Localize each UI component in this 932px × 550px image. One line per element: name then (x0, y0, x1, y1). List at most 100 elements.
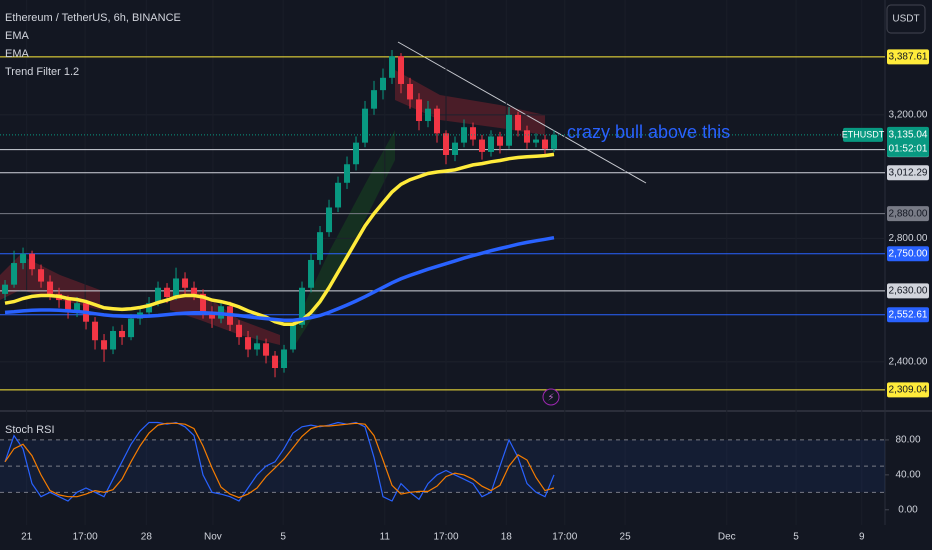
candle-body (416, 99, 423, 122)
candle-body (128, 318, 135, 338)
event-icon-glyph: ⚡ (547, 393, 554, 404)
candle-body (425, 108, 432, 122)
candle-body (74, 303, 81, 313)
y-tick-label: 0.00 (898, 504, 918, 515)
level-tag (887, 382, 929, 398)
candle-body (65, 300, 72, 313)
candle-body (308, 259, 315, 288)
level-tag (887, 165, 929, 181)
y-tick-label: 2,400.00 (889, 356, 928, 367)
candle-body (110, 330, 117, 350)
symbol-label: ETHUSDT (842, 129, 885, 139)
level-tag (887, 206, 929, 222)
candle-body (290, 324, 297, 350)
candle-body (407, 83, 414, 100)
candle-body (398, 56, 405, 84)
candle-body (254, 343, 261, 350)
legend-indicator: Trend Filter 1.2 (5, 66, 79, 78)
candle-body (29, 253, 36, 270)
y-tick-label: 3,200.00 (889, 109, 928, 120)
candle-body (146, 303, 153, 313)
candle-body (479, 139, 486, 152)
candle-body (551, 134, 558, 149)
legend-ema: EMA (5, 48, 30, 60)
candle-body (434, 108, 441, 134)
candle-body (380, 77, 387, 91)
candle-body (119, 330, 126, 338)
candle-body (344, 164, 351, 183)
candle-body (452, 142, 459, 155)
rsi-title: Stoch RSI (5, 424, 55, 436)
level-label: 2,750.00 (889, 248, 928, 259)
trend-line (397, 41, 647, 184)
event-icon[interactable] (542, 388, 560, 406)
level-tag (887, 283, 929, 299)
x-tick-label: 5 (793, 532, 799, 543)
level-tag (887, 49, 929, 65)
x-tick-label: 25 (620, 532, 632, 543)
candle-body (317, 232, 324, 260)
y-tick-label: 40.00 (895, 469, 920, 480)
x-tick-label: 21 (21, 532, 33, 543)
y-tick-label: 2,800.00 (889, 233, 928, 244)
level-tag (887, 307, 929, 323)
candle-body (353, 142, 360, 165)
candle-body (515, 114, 522, 131)
currency-label[interactable]: USDT (892, 14, 919, 25)
legend-title: Ethereum / TetherUS, 6h, BINANCE (5, 12, 181, 24)
last-price-tag (887, 126, 929, 157)
symbol-tag (843, 127, 883, 142)
currency-button[interactable] (886, 4, 926, 34)
candle-body (389, 56, 396, 78)
countdown-label: 01:52:01 (889, 144, 928, 155)
candle-body (470, 127, 477, 140)
last-price-label: 3,135.04 (889, 130, 928, 141)
annotation: crazy bull above this (567, 122, 730, 142)
candle-body (533, 139, 540, 143)
candle-body (191, 287, 198, 294)
level-label: 2,880.00 (889, 208, 928, 219)
candle-body (173, 278, 180, 298)
candle-body (182, 278, 189, 288)
candle-body (326, 207, 333, 233)
candle-body (497, 136, 504, 146)
x-tick-label: Nov (204, 532, 222, 543)
candle-body (542, 139, 549, 149)
level-tag (887, 246, 929, 262)
candle-body (362, 108, 369, 143)
x-tick-label: Dec (718, 532, 736, 543)
candle-body (443, 133, 450, 155)
x-tick-label: 17:00 (73, 532, 98, 543)
y-tick-label: 80.00 (895, 435, 920, 446)
stoch-rsi-line (4, 422, 555, 499)
level-label: 2,309.04 (889, 385, 928, 396)
x-tick-label: 5 (280, 532, 286, 543)
candle-body (101, 340, 108, 350)
candle-body (461, 127, 468, 143)
candle-body (299, 287, 306, 325)
x-tick-label: 9 (859, 532, 865, 543)
candle-body (281, 349, 288, 369)
candle-body (272, 355, 279, 369)
level-label: 2,552.61 (889, 309, 928, 320)
candle-body (11, 263, 18, 285)
ema-line (4, 152, 555, 326)
candle-body (335, 182, 342, 208)
candle-body (371, 90, 378, 109)
x-tick-label: 11 (380, 532, 391, 543)
candle-body (524, 130, 531, 143)
level-label: 3,387.61 (889, 52, 928, 63)
stoch-rsi-line (4, 421, 555, 502)
x-tick-label: 17:00 (552, 532, 577, 543)
x-tick-label: 17:00 (433, 532, 458, 543)
candle-body (488, 136, 495, 152)
candle-body (263, 343, 270, 356)
candle-body (245, 337, 252, 350)
candle-body (92, 321, 99, 341)
candle-body (38, 269, 45, 282)
candle-body (2, 284, 9, 294)
level-label: 2,630.00 (889, 285, 928, 296)
x-tick-label: 28 (141, 532, 153, 543)
